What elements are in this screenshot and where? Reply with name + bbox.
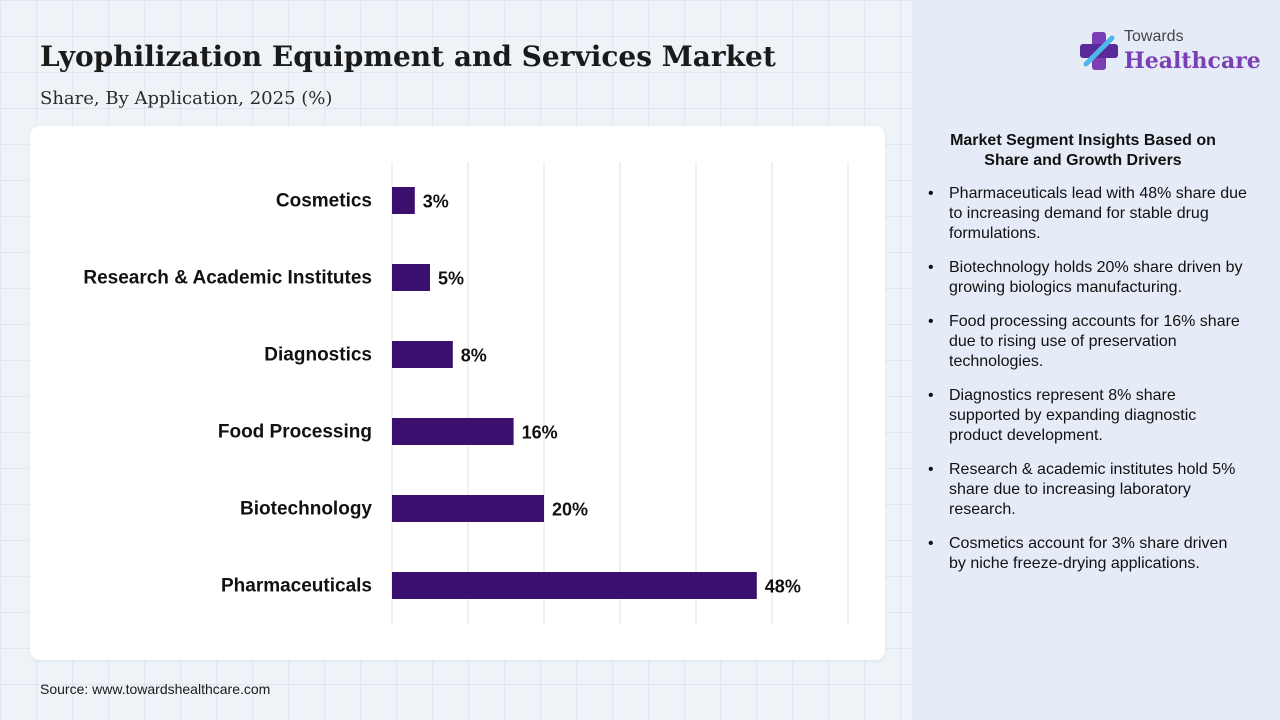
bullet-icon: • — [928, 185, 934, 202]
insights-panel — [912, 0, 1280, 720]
bullet-icon: • — [928, 259, 934, 276]
insight-text: Diagnostics represent 8% share supported… — [949, 387, 1197, 444]
bar — [392, 418, 514, 445]
bullet-icon: • — [928, 461, 934, 478]
bar — [392, 572, 757, 599]
value-label: 48% — [765, 577, 801, 597]
bullet-icon: • — [928, 313, 934, 330]
logo-text-top: Towards — [1124, 28, 1184, 45]
bar-chart: Cosmetics 3% Research & Academic Institute… — [83, 162, 849, 624]
insight-text: Cosmetics account for 3% share driven by… — [949, 535, 1228, 572]
chart-subtitle: Share, By Application, 2025 (%) — [40, 88, 333, 109]
insight-item: • Food processing accounts for 16% share … — [928, 312, 1248, 372]
insight-item: • Research & academic institutes hold 5% … — [928, 460, 1248, 520]
category-label: Food Processing — [218, 422, 372, 443]
insight-text: Research & academic institutes hold 5% s… — [949, 461, 1236, 518]
insights-title: Market Segment Insights Based on Share a… — [950, 132, 1216, 169]
bullet-icon: • — [928, 387, 934, 404]
bar — [392, 495, 544, 522]
insights-list: • Pharmaceuticals lead with 48% share due… — [928, 184, 1248, 588]
category-label: Research & Academic Institutes — [83, 268, 372, 289]
value-label: 16% — [522, 423, 558, 443]
logo-text-main: Healthcare — [1124, 48, 1261, 74]
source-note: Source: www.towardshealthcare.com — [40, 681, 271, 697]
insight-item: • Diagnostics represent 8% share supporte… — [928, 386, 1248, 446]
chart-title: Lyophilization Equipment and Services Ma… — [40, 40, 776, 73]
bar — [392, 187, 415, 214]
insight-text: Pharmaceuticals lead with 48% share due … — [949, 185, 1247, 242]
bar — [392, 264, 430, 291]
brand-logo: Towards Healthcare — [1078, 28, 1261, 80]
insight-item: • Biotechnology holds 20% share driven by… — [928, 258, 1248, 298]
value-label: 20% — [552, 500, 588, 520]
bar — [392, 341, 453, 368]
insight-item: • Cosmetics account for 3% share driven b… — [928, 534, 1248, 574]
cross-plus-icon — [1080, 32, 1118, 70]
category-label: Diagnostics — [264, 345, 372, 366]
category-label: Biotechnology — [240, 499, 372, 520]
chart-card: Cosmetics 3% Research & Academic Institute… — [30, 126, 885, 660]
insight-item: • Pharmaceuticals lead with 48% share due… — [928, 184, 1248, 244]
value-label: 8% — [461, 346, 487, 366]
category-label: Pharmaceuticals — [221, 576, 372, 597]
category-label: Cosmetics — [276, 191, 372, 212]
value-label: 3% — [423, 192, 449, 212]
insight-text: Food processing accounts for 16% share d… — [949, 313, 1240, 370]
bullet-icon: • — [928, 535, 934, 552]
insight-text: Biotechnology holds 20% share driven by … — [949, 259, 1243, 296]
value-label: 5% — [438, 269, 464, 289]
